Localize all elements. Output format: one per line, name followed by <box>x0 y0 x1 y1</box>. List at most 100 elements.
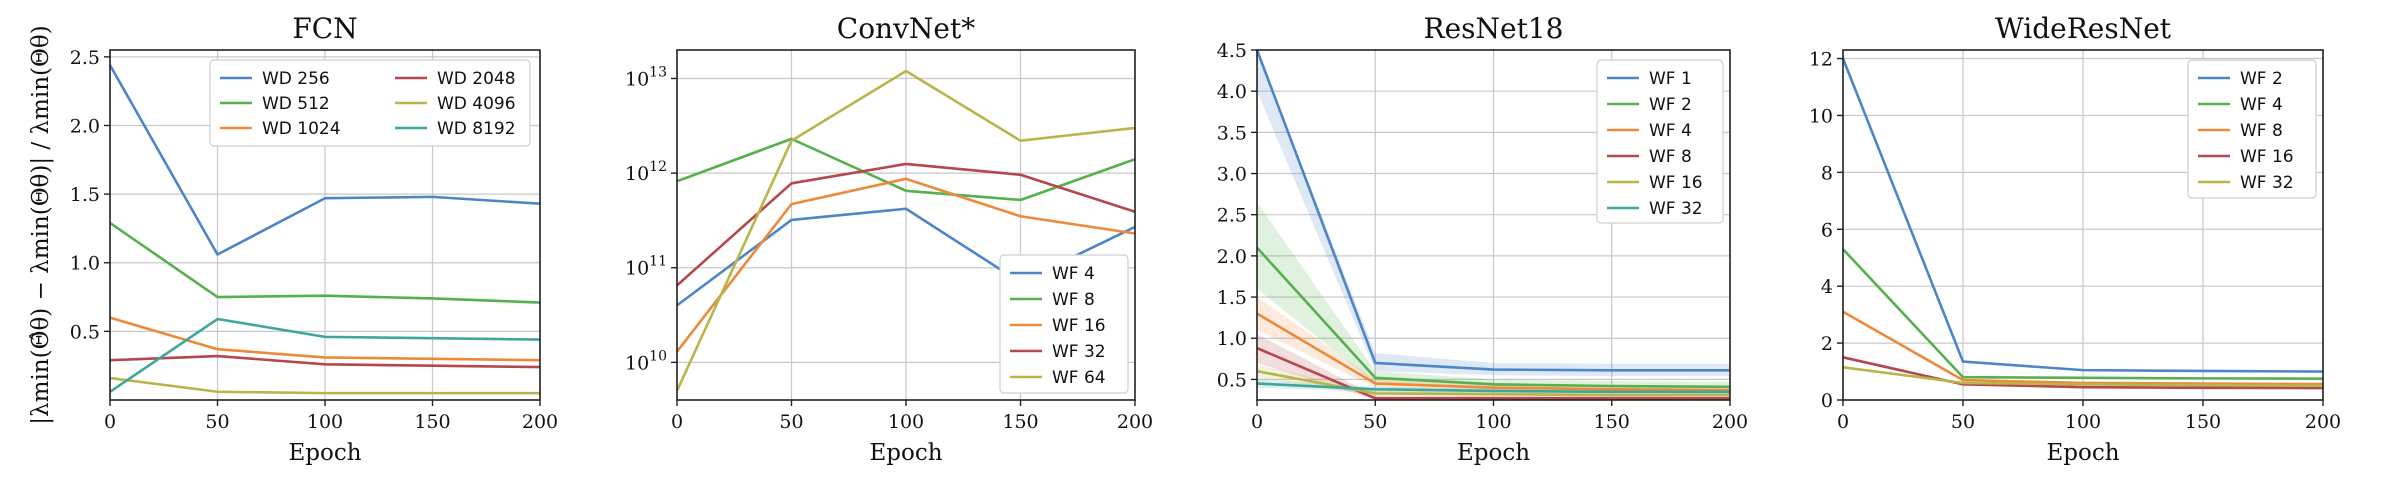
x-axis-label: Epoch <box>288 440 361 466</box>
x-tick-label: 100 <box>307 411 343 433</box>
x-tick-label: 50 <box>1363 411 1387 433</box>
series-line-wf-4 <box>1842 248 2324 380</box>
panel-title: FCN <box>292 12 357 45</box>
legend-label: WF 8 <box>1052 290 1095 310</box>
legend-item-wf-4: WF 4 <box>1010 264 1095 284</box>
y-tick-label: 8 <box>1821 162 1833 184</box>
y-tick-label: 1011 <box>625 254 667 280</box>
legend-label: WF 8 <box>1649 147 1692 167</box>
legend-label: WF 16 <box>1649 173 1703 193</box>
legend: WF 4 WF 8 WF 16 WF 32 WF 64 <box>999 254 1129 394</box>
legend-item-wd-4096: WD 4096 <box>395 94 516 114</box>
x-tick-label: 150 <box>1002 411 1038 433</box>
series-line-wf-4 <box>1256 312 1731 392</box>
legend-label: WF 32 <box>1052 342 1106 362</box>
legend-label: WF 16 <box>2240 147 2294 167</box>
y-tick-label: 2.5 <box>1217 205 1247 227</box>
legend: WF 1 WF 2 WF 4 WF 8 WF 16 WF 32 <box>1596 59 1724 224</box>
series-line-wd-2048 <box>109 354 541 369</box>
legend-label: WD 1024 <box>262 119 341 139</box>
x-tick-label: 150 <box>414 411 450 433</box>
y-axis-label: |λmin(Θ̂θ) − λmin(Θθ)| / λmin(Θθ) <box>28 25 54 424</box>
legend: WD 256 WD 512 WD 1024 WD 2048 WD 4096 WD 8192 <box>209 59 531 147</box>
legend-item-wd-1024: WD 1024 <box>220 119 341 139</box>
legend-item-wd-512: WD 512 <box>220 94 330 114</box>
legend-label: WD 512 <box>262 94 330 114</box>
legend-item-wf-64: WF 64 <box>1010 368 1106 388</box>
y-tick-label: 2 <box>1821 333 1833 355</box>
y-tick-label: 12 <box>1809 49 1833 71</box>
y-tick-label: 1.0 <box>1217 328 1247 350</box>
series-line-wf-1 <box>1255 49 1730 372</box>
legend-label: WF 32 <box>1649 199 1703 219</box>
series-line-wf-64 <box>675 69 1136 392</box>
legend-item-wf-32: WF 32 <box>2198 173 2294 193</box>
x-tick-label: 50 <box>1951 411 1975 433</box>
legend-item-wd-2048: WD 2048 <box>395 69 516 89</box>
y-tick-label: 1.5 <box>70 184 100 206</box>
series-line-wf-16 <box>1256 369 1730 397</box>
legend-item-wf-8: WF 8 <box>2198 121 2283 141</box>
y-tick-label: 1012 <box>625 159 667 185</box>
legend-label: WF 8 <box>2240 121 2283 141</box>
y-tick-label: 4 <box>1821 276 1833 298</box>
series-line-wf-8 <box>1842 310 2324 386</box>
legend-item-wf-8: WF 8 <box>1607 147 1692 167</box>
x-tick-label: 200 <box>1117 411 1153 433</box>
y-tick-label: 4.5 <box>1217 40 1247 62</box>
panel-convnet: 0 50 100 150 200 1010 1011 1012 1013 ConvNet* Epoc… <box>625 12 1153 466</box>
x-tick-label: 0 <box>1251 411 1263 433</box>
x-tick-label: 50 <box>205 411 229 433</box>
legend-item-wf-16: WF 16 <box>2198 147 2294 167</box>
x-axis-label: Epoch <box>1457 440 1530 466</box>
series-line-wf-32 <box>1256 382 1730 394</box>
x-tick-label: 200 <box>1712 411 1748 433</box>
x-tick-label: 0 <box>104 411 116 433</box>
panel-title: WideResNet <box>1995 12 2172 45</box>
x-tick-label: 150 <box>2185 411 2221 433</box>
legend-item-wd-8192: WD 8192 <box>395 119 516 139</box>
legend-item-wf-2: WF 2 <box>1607 95 1692 115</box>
series-line-wf-8 <box>1256 346 1730 400</box>
panel-title: ResNet18 <box>1424 12 1564 45</box>
y-tick-label: 1.5 <box>1217 287 1247 309</box>
y-tick-label: 4.0 <box>1217 81 1247 103</box>
x-tick-label: 50 <box>779 411 803 433</box>
legend-label: WF 64 <box>1052 368 1106 388</box>
series-line-wf-16 <box>1842 356 2324 390</box>
legend-item-wf-2: WF 2 <box>2198 69 2283 89</box>
series-line-wd-4096 <box>109 376 540 395</box>
legend-item-wf-1: WF 1 <box>1607 69 1692 89</box>
x-tick-label: 0 <box>1837 411 1849 433</box>
series-line-wf-16 <box>675 177 1136 353</box>
legend-label: WF 2 <box>2240 69 2283 89</box>
y-tick-label: 10 <box>1809 105 1833 127</box>
y-tick-label: 0.5 <box>70 321 100 343</box>
legend-frame <box>209 59 531 147</box>
y-tick-label: 3.5 <box>1217 122 1247 144</box>
legend-label: WF 16 <box>1052 316 1106 336</box>
x-axis-label: Epoch <box>2046 440 2119 466</box>
x-tick-label: 100 <box>2065 411 2101 433</box>
legend-frame <box>999 254 1129 394</box>
x-tick-label: 100 <box>1475 411 1511 433</box>
legend-item-wf-4: WF 4 <box>1607 121 1692 141</box>
y-tick-label: 2.0 <box>70 115 100 137</box>
series-line-wd-8192 <box>109 317 541 393</box>
legend-label: WF 1 <box>1649 69 1692 89</box>
legend-label: WF 32 <box>2240 173 2294 193</box>
y-tick-label: 1013 <box>625 64 667 90</box>
legend-item-wf-4: WF 4 <box>2198 95 2283 115</box>
legend-frame <box>2187 59 2317 199</box>
series-line-wd-1024 <box>109 316 541 362</box>
legend-item-wf-16: WF 16 <box>1010 316 1106 336</box>
x-tick-label: 100 <box>888 411 924 433</box>
y-tick-label: 1.0 <box>70 253 100 275</box>
series-line-wf-2 <box>1841 58 2324 373</box>
panel-fcn: 0 50 100 150 200 0.5 1.0 1.5 2.0 2.5 FCN Epoch |λmin… <box>28 12 558 466</box>
legend-label: WD 2048 <box>437 69 516 89</box>
legend-item-wd-256: WD 256 <box>220 69 330 89</box>
series-line-wf-2 <box>1256 246 1731 389</box>
x-tick-label: 0 <box>671 411 683 433</box>
